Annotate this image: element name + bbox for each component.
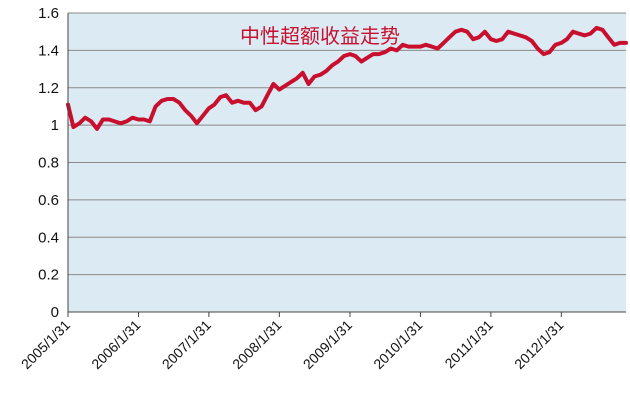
x-tick-label: 2010/1/31 [370,317,426,373]
x-tick-label: 2012/1/31 [511,317,567,373]
y-tick-label: 1.6 [38,5,59,22]
x-tick-label: 2007/1/31 [159,317,215,373]
y-tick-label: 0.8 [38,155,59,172]
y-tick-label: 1.2 [38,80,59,97]
y-tick-label: 0 [51,304,59,321]
gridlines [68,12,626,276]
y-tick-label: 0.6 [38,192,59,209]
x-tick-label: 2011/1/31 [441,317,496,372]
y-tick-label: 1.4 [38,42,59,59]
series-line [66,25,628,131]
x-tick-label: 2009/1/31 [300,317,356,373]
x-tick-label: 2008/1/31 [229,317,285,373]
x-axis-tick-labels: 2005/1/31 2006/1/31 2007/1/31 2008/1/31 2009… [18,312,567,372]
y-tick-label: 1 [51,117,59,134]
y-tick-label: 0.4 [38,229,59,246]
chart-title: 中性超额收益走势 [240,24,400,48]
y-axis-tick-labels: 0 0.2 0.4 0.6 0.8 1 1.2 1.4 1.6 [38,5,59,321]
y-tick-label: 0.2 [38,267,59,284]
x-tick-label: 2006/1/31 [88,317,144,373]
x-tick-label: 2005/1/31 [18,317,74,373]
